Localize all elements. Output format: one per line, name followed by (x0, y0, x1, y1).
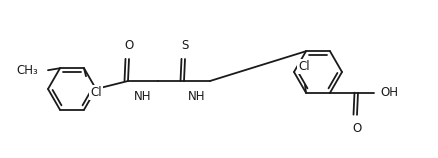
Text: Cl: Cl (298, 60, 310, 73)
Text: S: S (181, 39, 189, 52)
Text: CH₃: CH₃ (16, 64, 38, 77)
Text: NH: NH (134, 90, 152, 103)
Text: O: O (124, 39, 134, 52)
Text: NH: NH (188, 90, 206, 103)
Text: OH: OH (380, 86, 398, 99)
Text: O: O (353, 122, 362, 135)
Text: Cl: Cl (90, 86, 102, 99)
